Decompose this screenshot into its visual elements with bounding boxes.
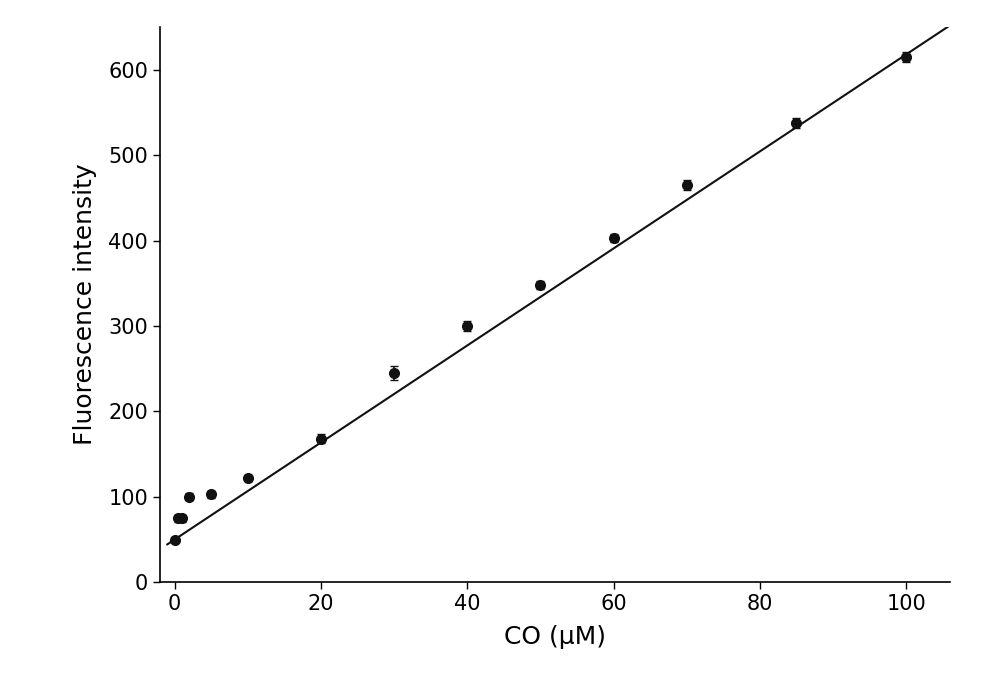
- Y-axis label: Fluorescence intensity: Fluorescence intensity: [73, 164, 97, 445]
- X-axis label: CO (μM): CO (μM): [504, 625, 606, 649]
